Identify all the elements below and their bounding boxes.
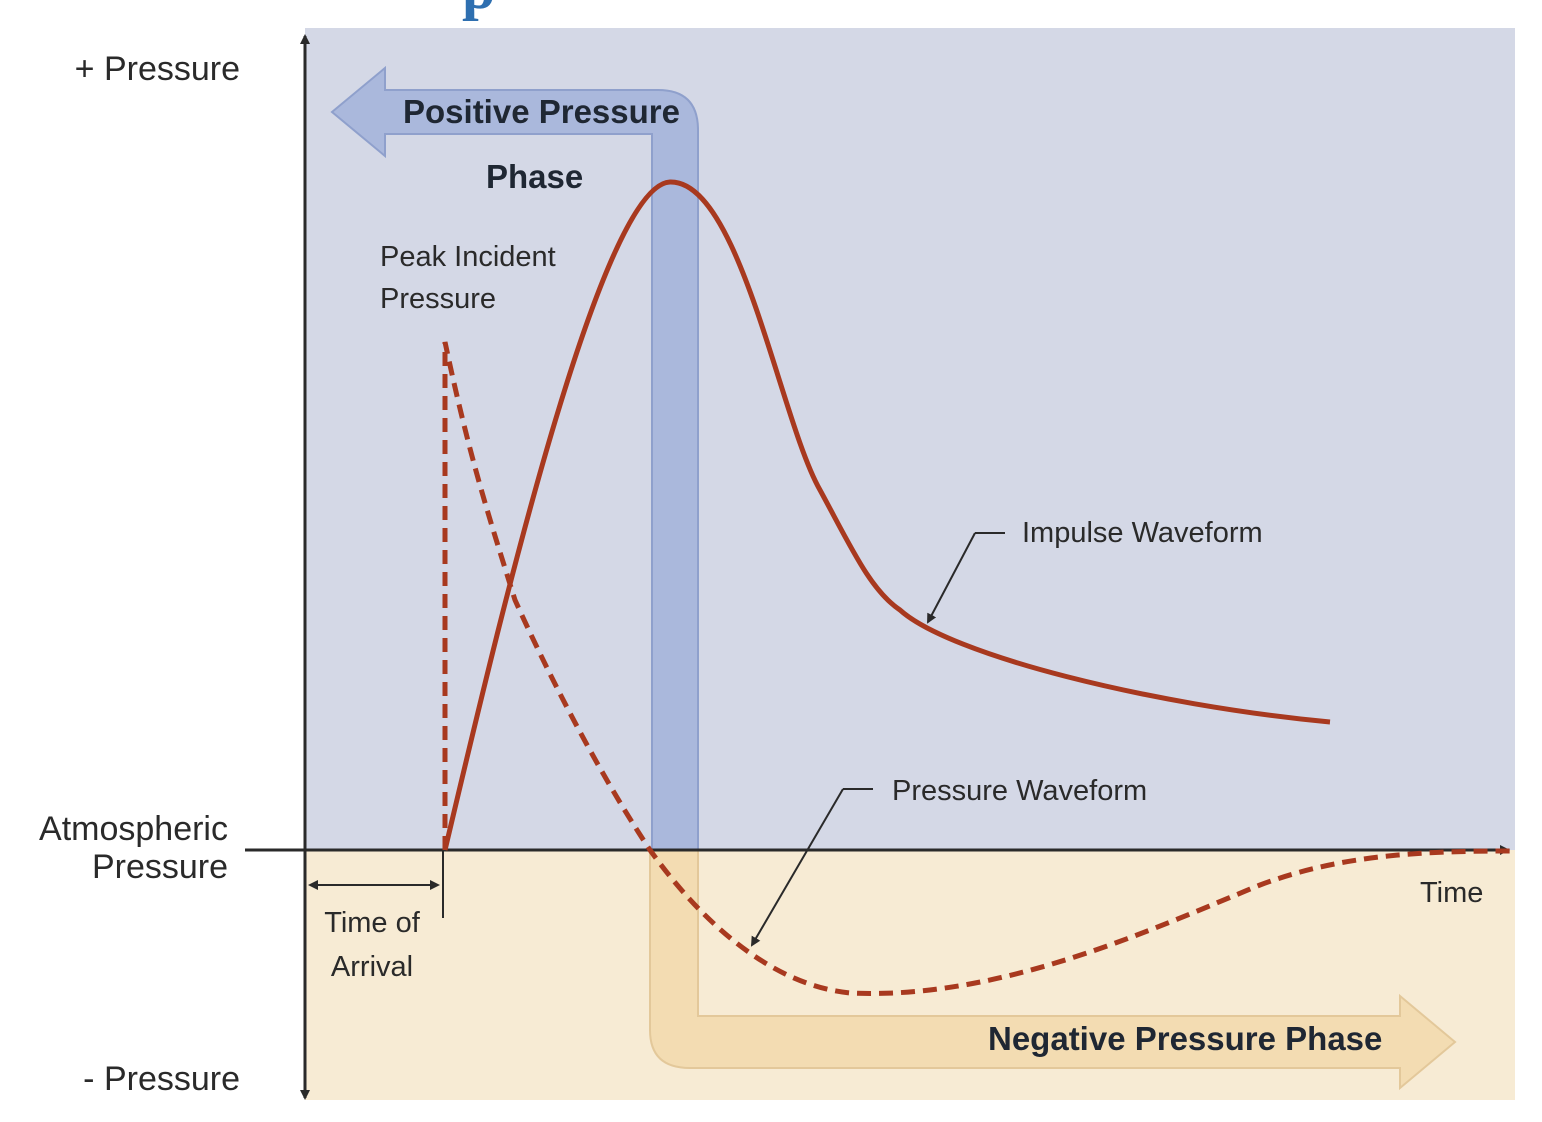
negative-phase-arrow: [649, 849, 1457, 1091]
y-axis-bottom-label: - Pressure: [83, 1060, 240, 1098]
arrival-label-line2: Arrival: [331, 951, 413, 983]
y-axis-top-label: + Pressure: [75, 50, 240, 88]
baseline-label-line2: Pressure: [92, 848, 228, 886]
pressure-waveform-label: Pressure Waveform: [892, 775, 1147, 807]
impulse-waveform-label: Impulse Waveform: [1022, 517, 1263, 549]
x-axis-label: Time: [1420, 877, 1483, 909]
peak-incident-label-line1: Peak Incident: [380, 241, 556, 273]
positive-phase-label-line2: Phase: [486, 158, 583, 195]
baseline-label-line1: Atmospheric: [39, 810, 228, 848]
positive-pressure-region: [305, 28, 1515, 850]
impulse-waveform: [442, 179, 1331, 851]
impulse-leader-arrow: [927, 532, 976, 624]
peak-incident-label-line2: Pressure: [380, 283, 496, 315]
positive-phase-label-line1: Positive Pressure: [403, 93, 680, 130]
arrival-label-line1: Time of: [324, 907, 421, 939]
pressure-leader-arrow: [750, 788, 844, 947]
positive-phase-arrow: [330, 65, 699, 851]
pressure-waveform: [442, 341, 1511, 996]
title-fragment: p: [462, 0, 495, 21]
negative-phase-label: Negative Pressure Phase: [988, 1020, 1382, 1057]
